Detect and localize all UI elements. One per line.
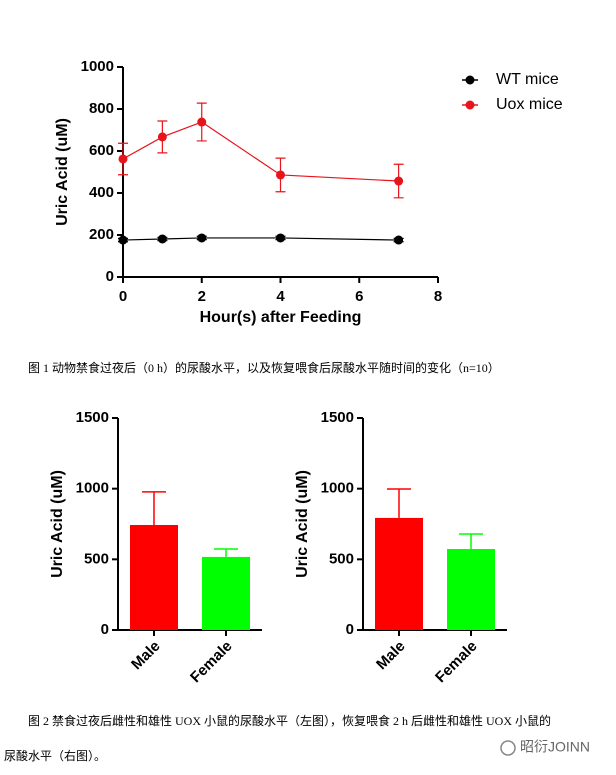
y-tick-label: 500 (329, 550, 354, 567)
watermark-icon (500, 740, 516, 756)
point (394, 176, 404, 186)
error-bar (387, 488, 411, 518)
point (157, 234, 167, 244)
caption: 图 1 动物禁食过夜后（0 h）的尿酸水平，以及恢复喂食后尿酸水平随时间的变化（… (28, 360, 500, 375)
x-tick-label: 0 (119, 288, 127, 305)
watermark: 昭衍JOINN (520, 739, 590, 755)
y-tick-label: 1000 (81, 58, 114, 75)
point (118, 154, 128, 164)
x-axis-title: Hour(s) after Feeding (200, 309, 362, 326)
caption: 尿酸水平（右图）。 (4, 748, 106, 763)
error-bar (459, 533, 483, 550)
x-tick-label: Female (187, 638, 236, 687)
y-axis-title: Uric Acid (uM) (54, 118, 71, 226)
bar (375, 517, 423, 630)
y-tick-label: 1500 (76, 409, 109, 426)
x-tick-label: Female (432, 638, 481, 687)
bar (130, 524, 178, 630)
bar (447, 549, 495, 630)
x-tick-label: 6 (355, 288, 363, 305)
caption: 图 2 禁食过夜后雌性和雄性 UOX 小鼠的尿酸水平（左图），恢复喂食 2 h … (28, 713, 551, 728)
error-bar (214, 548, 238, 557)
x-tick-label: Male (128, 638, 164, 674)
point (157, 132, 167, 142)
y-axis-title: Uric Acid (uM) (294, 470, 311, 578)
point (276, 170, 285, 180)
legend-marker (465, 100, 475, 110)
legend-label: Uox mice (496, 96, 563, 113)
x-tick-label: Male (373, 638, 409, 674)
x-tick-label: 8 (434, 288, 442, 305)
y-tick-label: 0 (346, 621, 354, 638)
y-axis-title: Uric Acid (uM) (49, 470, 66, 578)
point (197, 233, 207, 243)
y-tick-label: 1000 (76, 480, 109, 497)
point (394, 235, 404, 245)
y-tick-label: 1000 (321, 480, 354, 497)
series-line (122, 121, 399, 182)
y-tick-label: 200 (89, 226, 114, 243)
point (276, 233, 285, 243)
legend-label: WT mice (496, 71, 559, 88)
point (118, 235, 128, 245)
point (197, 117, 207, 127)
y-tick-label: 0 (101, 621, 109, 638)
y-tick-label: 600 (89, 142, 114, 159)
y-tick-label: 1500 (321, 409, 354, 426)
x-tick-label: 2 (198, 288, 206, 305)
y-tick-label: 400 (89, 184, 114, 201)
error-bar (142, 491, 166, 525)
y-tick-label: 800 (89, 100, 114, 117)
legend-marker (465, 75, 475, 85)
x-tick-label: 4 (276, 288, 285, 305)
y-tick-label: 500 (84, 550, 109, 567)
bar (202, 556, 250, 630)
y-tick-label: 0 (106, 268, 114, 285)
